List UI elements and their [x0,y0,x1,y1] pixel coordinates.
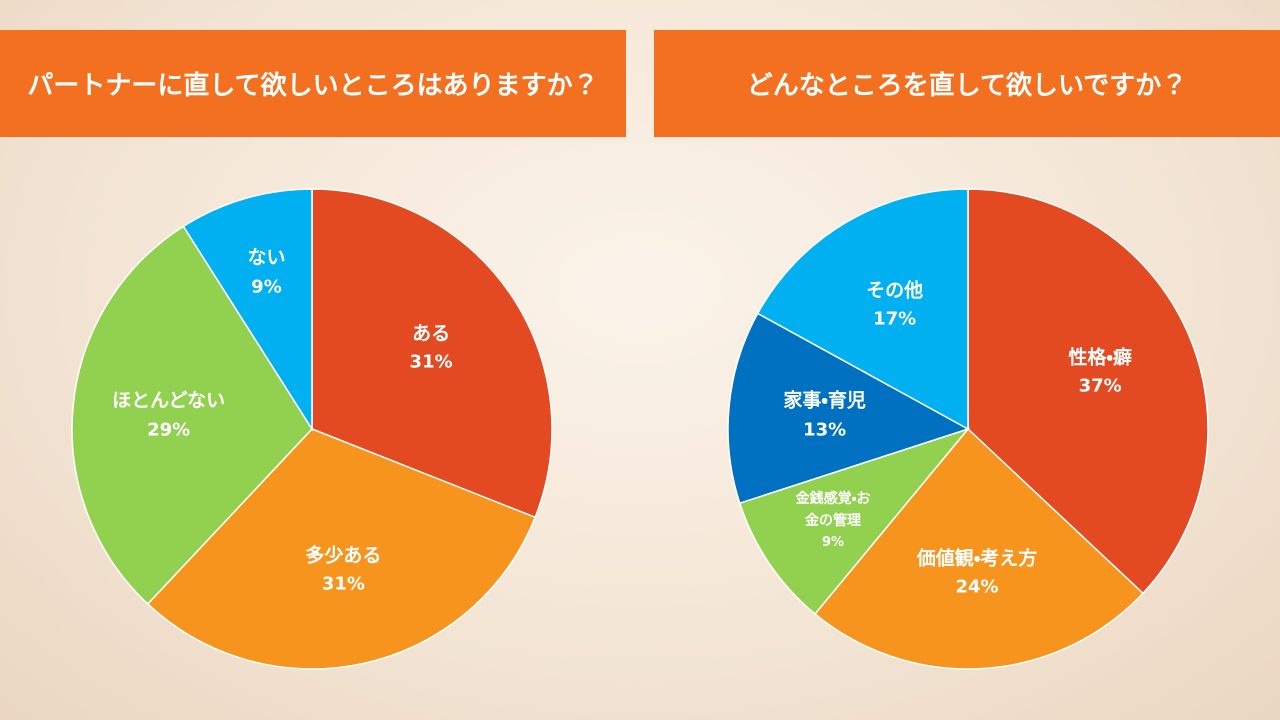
value-label: 9% [821,534,845,550]
slice-label: 金銭感覚・お金の管理 9% [794,488,872,554]
category-label: その他 [866,279,924,302]
category-label: 性格・癖 [1068,346,1132,369]
category-label: ほとんどない [112,389,226,412]
category-label: 多少ある [305,543,382,566]
pie-slice [738,427,971,615]
chart-title: パートナーに直して欲しいところはありますか？ [0,30,626,137]
category-label: ない [247,246,286,269]
pie-slice [967,188,1209,595]
value-label: 31% [409,351,453,373]
pie-slice [146,428,537,670]
slice-label: ない 9% [247,243,285,302]
category-label: 家事・育児 [783,389,866,412]
slice-label: ある 31% [410,318,453,377]
slice-label: 性格・癖 37% [1068,342,1131,401]
value-label: 31% [321,573,365,595]
value-label: 17% [873,308,917,330]
category-label: 価値観・考え方 [916,547,1038,570]
slice-label: その他 17% [866,275,923,334]
category-label: ある [412,322,451,345]
slice-label: 家事・育児 13% [783,386,865,445]
slice-label: 価値観・考え方 24% [917,543,1037,602]
pie-slice [813,427,1145,670]
pie-slice [182,188,313,432]
value-label: 24% [955,576,999,598]
chart-title: どんなところを直して欲しいですか？ [654,30,1280,137]
slice-label: 多少ある 31% [305,540,381,599]
pie-slice [756,188,969,431]
value-label: 13% [803,419,847,441]
pie-slice [311,188,553,519]
pie-slice [71,225,313,606]
category-label: 金銭感覚・お金の管理 [795,490,871,530]
pie-slice [727,312,970,505]
value-label: 29% [147,419,191,441]
value-label: 9% [251,276,282,298]
slice-label: ほとんどない 29% [112,386,225,445]
value-label: 37% [1078,375,1122,397]
